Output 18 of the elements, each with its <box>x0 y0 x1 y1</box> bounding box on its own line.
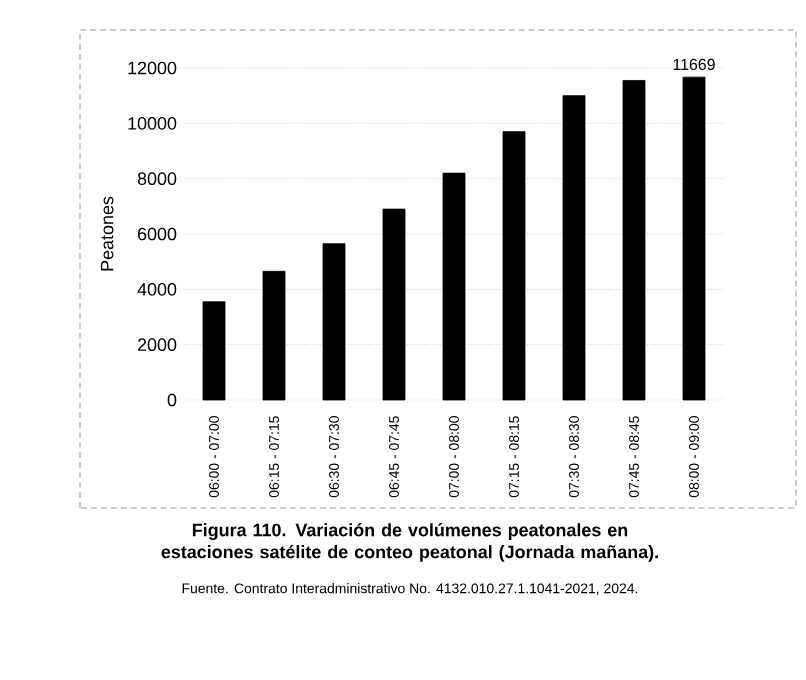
bar <box>502 131 526 401</box>
text: Figura 110. Variación de volúmenes peatonales en estaciones satélite de conteo peatonal (Jornada mañana). <box>161 523 658 562</box>
bar <box>562 95 586 401</box>
bar <box>442 172 466 401</box>
y-axis-title: Peatones <box>100 196 114 271</box>
y-tick-label: 0 <box>167 393 177 407</box>
bar <box>622 80 646 401</box>
bar <box>322 243 346 401</box>
y-tick-label: 12000 <box>128 61 177 75</box>
y-tick-label: 6000 <box>137 227 177 241</box>
y-tick-label: 10000 <box>128 116 177 130</box>
y-tick-label: 4000 <box>137 282 177 296</box>
bar <box>202 301 226 401</box>
y-tick-label: 8000 <box>137 172 177 186</box>
y-tick-label: 2000 <box>137 338 177 352</box>
bar <box>262 270 286 401</box>
bar <box>382 208 406 401</box>
bar <box>682 76 706 401</box>
